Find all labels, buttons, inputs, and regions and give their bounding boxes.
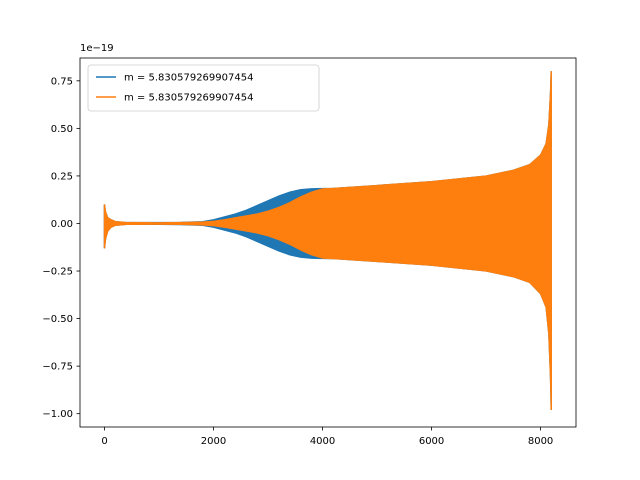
y-tick-label: 0.25 — [51, 171, 73, 182]
x-tick-label: 2000 — [201, 436, 226, 447]
legend-label: m = 5.830579269907454 — [124, 93, 253, 104]
series-2 — [103, 71, 552, 410]
y-tick-label: −0.50 — [42, 314, 73, 325]
x-tick-label: 8000 — [528, 436, 553, 447]
y-tick-label: 0.00 — [51, 219, 73, 230]
series-layer — [103, 71, 552, 410]
x-axis: 0 2000 4000 6000 8000 — [101, 427, 553, 447]
legend-label: m = 5.830579269907454 — [124, 73, 253, 84]
x-tick-label: 4000 — [310, 436, 335, 447]
y-axis: 0.75 0.50 0.25 0.00 −0.25 −0.50 −0.75 −1.00 — [42, 76, 80, 420]
x-tick-label: 6000 — [419, 436, 444, 447]
axes-frame — [79, 57, 577, 428]
plot-area — [103, 71, 552, 410]
y-offset-label: 1e−19 — [80, 43, 114, 54]
y-tick-label: −0.75 — [42, 362, 73, 373]
legend: m = 5.830579269907454 m = 5.8305792699074… — [87, 64, 320, 112]
y-tick-label: 0.50 — [51, 124, 73, 135]
y-tick-label: −1.00 — [42, 409, 73, 420]
y-tick-label: 0.75 — [51, 76, 73, 87]
x-tick-label: 0 — [101, 436, 107, 447]
legend-box — [87, 64, 320, 112]
y-tick-label: −0.25 — [42, 267, 73, 278]
